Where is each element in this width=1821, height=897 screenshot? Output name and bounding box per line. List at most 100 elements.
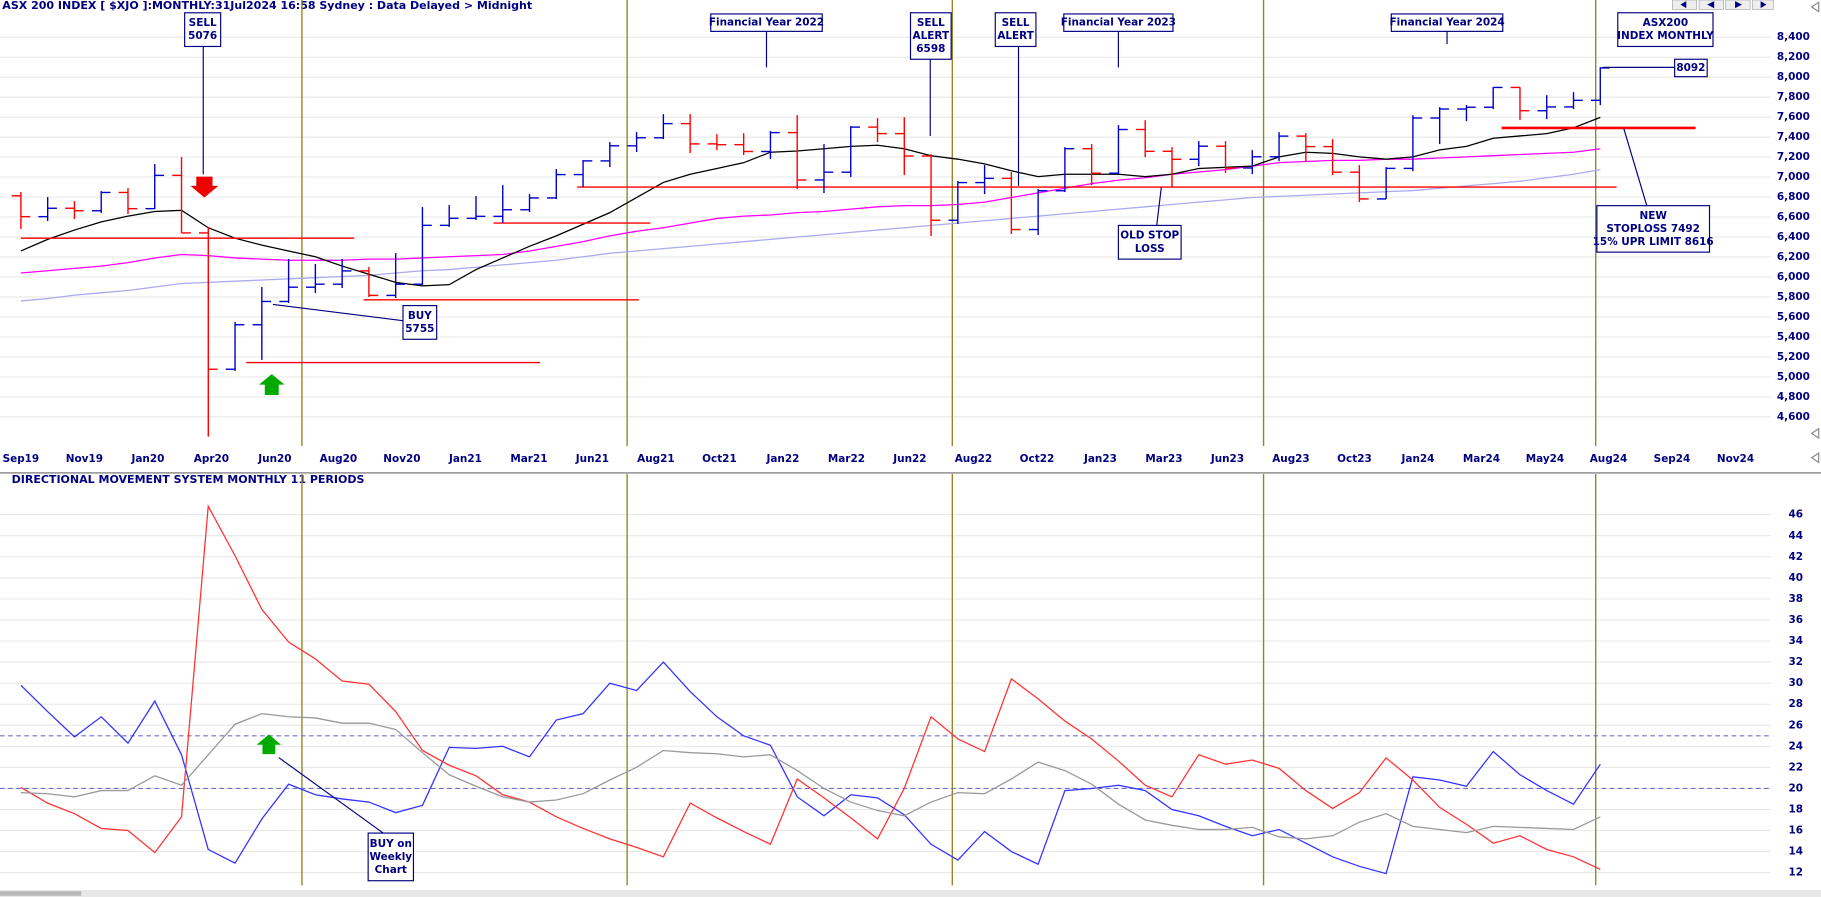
- x-tick-label: Nov19: [66, 453, 103, 465]
- x-tick-label: Jun20: [257, 453, 291, 465]
- annotation-text: BUY on: [370, 838, 412, 850]
- annotation-text: Financial Year 2023: [1061, 17, 1176, 29]
- annotation-box: [994, 12, 1037, 48]
- x-tick-label: Jan24: [1401, 453, 1435, 465]
- x-tick-label: Jan21: [448, 453, 482, 465]
- y-tick-label: 8,000: [1777, 71, 1810, 83]
- grid-layer: [0, 36, 1772, 418]
- annotation-box: [1117, 224, 1182, 260]
- annotation-text: SELL: [189, 17, 217, 29]
- nav-last-icon: [1760, 1, 1767, 9]
- indicator-title: DIRECTIONAL MOVEMENT SYSTEM MONTHLY 11 P…: [12, 473, 365, 486]
- y-tick-label: 46: [1788, 509, 1803, 521]
- chart-title: ASX 200 INDEX [ $XJO ]:MONTHLY:31Jul2024…: [2, 0, 533, 12]
- nav-next-icon: [1735, 1, 1743, 9]
- y-tick-label: 5,200: [1777, 351, 1810, 363]
- y-tick-label: 24: [1788, 740, 1803, 752]
- annotation-text: BUY: [408, 310, 432, 322]
- x-tick-label: Jun23: [1210, 453, 1244, 465]
- scale-handle[interactable]: [1810, 427, 1820, 440]
- x-tick-label: Mar24: [1463, 453, 1500, 465]
- y-tick-label: 5,600: [1777, 311, 1810, 323]
- x-tick-label: Oct21: [702, 453, 737, 465]
- annotation-text: 5755: [405, 323, 434, 335]
- annotation-box: [1617, 12, 1714, 48]
- annotation-text: OLD STOP: [1120, 230, 1179, 242]
- x-tick-label: Mar22: [828, 453, 865, 465]
- buy-arrow: [258, 374, 285, 396]
- annotation-text: Weekly: [369, 851, 412, 863]
- grid-layer: [0, 514, 1772, 874]
- y-tick-label: 7,200: [1777, 151, 1810, 163]
- x-tick-label: Oct22: [1020, 453, 1055, 465]
- sell-arrow: [190, 176, 219, 198]
- y-tick-label: 20: [1788, 782, 1803, 794]
- x-tick-label: Aug20: [320, 453, 358, 465]
- x-tick-label: Aug22: [955, 453, 993, 465]
- y-tick-label: 16: [1788, 825, 1803, 837]
- x-tick-label: Mar21: [510, 453, 547, 465]
- annotation-text: 15% UPR LIMIT 8616: [1593, 236, 1714, 248]
- y-tick-label: 6,200: [1777, 251, 1810, 263]
- annotation-leader: [272, 303, 404, 322]
- y-tick-label: 6,000: [1777, 271, 1810, 283]
- y-tick-label: 5,000: [1777, 371, 1810, 383]
- y-tick-label: 44: [1788, 530, 1803, 542]
- annotation-box: [710, 13, 823, 32]
- x-tick-label: Nov24: [1717, 453, 1754, 465]
- y-tick-label: 4,600: [1777, 411, 1810, 423]
- y-tick-label: 7,000: [1777, 171, 1810, 183]
- scroll-thumb[interactable]: [0, 891, 82, 896]
- annotation-text: 6598: [916, 43, 945, 55]
- x-tick-label: Jan23: [1083, 453, 1117, 465]
- y-tick-label: 32: [1788, 656, 1803, 668]
- annotation-box: [184, 12, 222, 48]
- annotation-box: [909, 12, 952, 60]
- x-tick-label: May24: [1526, 453, 1564, 465]
- nav-first-icon: [1680, 1, 1687, 9]
- x-tick-label: Aug21: [637, 453, 675, 465]
- x-tick-label: Nov20: [383, 453, 420, 465]
- x-tick-label: Jun22: [892, 453, 926, 465]
- annotation-box: [1063, 13, 1174, 32]
- annotation-leader: [278, 757, 384, 834]
- indicator-line: [20, 712, 1601, 840]
- nav-prev-icon: [1707, 1, 1715, 9]
- annotation-text: NEW: [1639, 210, 1667, 222]
- y-tick-label: 22: [1788, 761, 1803, 773]
- annotation-box: [1674, 58, 1708, 78]
- y-tick-label: 8,200: [1777, 51, 1810, 63]
- scale-handle[interactable]: [1810, 452, 1820, 464]
- y-tick-label: 18: [1788, 803, 1803, 815]
- y-tick-label: 26: [1788, 719, 1803, 731]
- annotation-text: ASX200: [1643, 17, 1688, 29]
- buy-arrow: [256, 734, 282, 755]
- annotation-text: STOPLOSS 7492: [1606, 223, 1700, 235]
- y-tick-label: 4,800: [1777, 391, 1810, 403]
- y-tick-label: 30: [1788, 677, 1803, 689]
- scrollbar[interactable]: [0, 890, 1821, 897]
- annotation-text: ALERT: [913, 30, 950, 42]
- y-tick-label: 7,800: [1777, 91, 1810, 103]
- scale-handle[interactable]: [1810, 1, 1820, 13]
- indicator-line: [20, 661, 1601, 875]
- annotation-box: [402, 305, 438, 340]
- y-tick-label: 6,800: [1777, 191, 1810, 203]
- moving-average: [20, 148, 1601, 274]
- x-tick-label: Oct23: [1337, 453, 1372, 465]
- y-tick-label: 5,800: [1777, 291, 1810, 303]
- annotation-box: [367, 832, 415, 882]
- x-tick-label: Jan22: [765, 453, 799, 465]
- y-tick-label: 6,400: [1777, 231, 1810, 243]
- y-tick-label: 7,600: [1777, 111, 1810, 123]
- annotation-text: Financial Year 2022: [709, 17, 824, 29]
- annotation-text: SELL: [1002, 17, 1030, 29]
- annotation-text: LOSS: [1135, 243, 1165, 255]
- y-tick-label: 12: [1788, 867, 1803, 879]
- x-tick-label: Jan20: [130, 453, 164, 465]
- annotation-leader: [1156, 186, 1162, 226]
- annotation-text: INDEX MONTHLY: [1617, 30, 1714, 42]
